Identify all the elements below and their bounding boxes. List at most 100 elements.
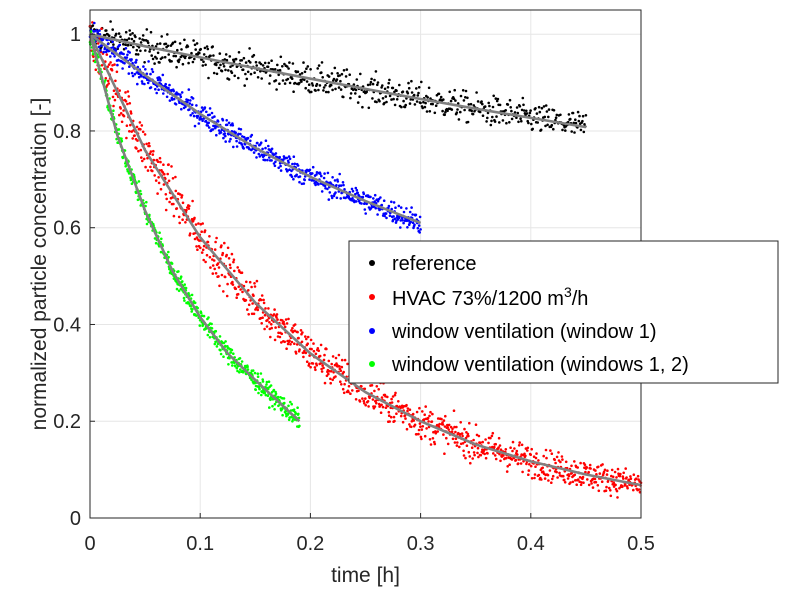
data-point xyxy=(130,182,134,185)
data-point xyxy=(519,117,522,120)
data-point xyxy=(407,86,411,90)
data-point xyxy=(533,473,537,476)
data-point xyxy=(299,329,303,332)
data-point xyxy=(220,69,224,73)
y-tick-label: 0.2 xyxy=(53,411,81,433)
data-point xyxy=(244,72,247,76)
data-point xyxy=(402,404,406,408)
data-point xyxy=(131,61,134,65)
data-point xyxy=(128,130,131,133)
data-point xyxy=(605,485,608,489)
data-point xyxy=(214,272,218,275)
data-point xyxy=(212,54,215,57)
data-point xyxy=(195,314,198,317)
data-point xyxy=(459,94,463,98)
data-point xyxy=(172,89,175,93)
data-point xyxy=(373,389,376,393)
data-point xyxy=(636,474,640,478)
data-point xyxy=(466,432,470,436)
data-point xyxy=(330,196,334,200)
data-point xyxy=(111,64,114,67)
data-point xyxy=(266,394,270,398)
data-point xyxy=(492,94,496,98)
data-point xyxy=(282,320,286,324)
data-point xyxy=(291,62,295,65)
data-point xyxy=(253,71,256,74)
data-point xyxy=(514,458,518,462)
data-point xyxy=(196,248,199,251)
data-point xyxy=(224,53,228,56)
data-point xyxy=(94,68,98,71)
data-point xyxy=(235,139,238,143)
x-tick-label: 0.3 xyxy=(407,533,435,555)
data-point xyxy=(554,116,558,119)
data-point xyxy=(224,140,227,143)
data-point xyxy=(392,415,396,419)
data-point xyxy=(480,100,483,103)
data-point xyxy=(498,121,501,124)
data-point xyxy=(263,313,267,317)
fit-line xyxy=(89,33,422,225)
data-point xyxy=(464,436,468,440)
data-point xyxy=(159,79,162,82)
data-point xyxy=(98,29,101,32)
data-point xyxy=(188,102,192,105)
data-point xyxy=(544,448,548,452)
data-point xyxy=(218,284,221,288)
data-point xyxy=(510,109,513,113)
data-point xyxy=(127,37,131,40)
data-point xyxy=(206,47,210,51)
data-point xyxy=(213,248,217,251)
data-point xyxy=(204,260,207,264)
data-point xyxy=(470,109,474,113)
data-point xyxy=(140,80,144,83)
data-point xyxy=(531,127,534,131)
data-point xyxy=(121,67,124,70)
data-point xyxy=(578,114,581,118)
data-point xyxy=(443,425,447,428)
data-point xyxy=(205,253,209,257)
data-point xyxy=(494,442,498,446)
data-point xyxy=(466,96,469,100)
data-point xyxy=(158,42,162,45)
data-point xyxy=(385,100,388,104)
data-point xyxy=(215,133,218,137)
data-point xyxy=(342,69,346,72)
data-point xyxy=(229,351,233,354)
data-point xyxy=(351,197,354,200)
data-point xyxy=(566,477,570,480)
data-point xyxy=(573,473,577,477)
data-point xyxy=(461,89,465,92)
data-point xyxy=(552,109,556,112)
data-point xyxy=(166,44,170,48)
data-point xyxy=(308,178,311,181)
data-point xyxy=(103,34,107,37)
data-point xyxy=(418,215,422,219)
data-point xyxy=(401,219,404,222)
data-point xyxy=(166,172,169,176)
data-point xyxy=(285,65,289,68)
data-point xyxy=(341,387,345,391)
data-point xyxy=(165,197,168,201)
data-point xyxy=(231,364,234,367)
data-point xyxy=(368,396,371,400)
data-point xyxy=(242,135,246,139)
data-point xyxy=(296,164,300,167)
data-point xyxy=(187,88,191,91)
data-point xyxy=(246,70,250,74)
data-point xyxy=(467,450,471,454)
data-point xyxy=(285,156,289,160)
data-point xyxy=(260,294,264,297)
data-point xyxy=(447,423,451,427)
data-point xyxy=(399,219,403,222)
data-point xyxy=(448,90,452,94)
data-point xyxy=(273,308,276,311)
data-point xyxy=(335,184,338,187)
data-point xyxy=(439,95,443,99)
data-point xyxy=(100,64,104,67)
data-point xyxy=(267,387,270,391)
data-point xyxy=(134,35,137,39)
data-point xyxy=(202,53,206,56)
data-point xyxy=(224,344,227,348)
data-point xyxy=(123,62,126,65)
